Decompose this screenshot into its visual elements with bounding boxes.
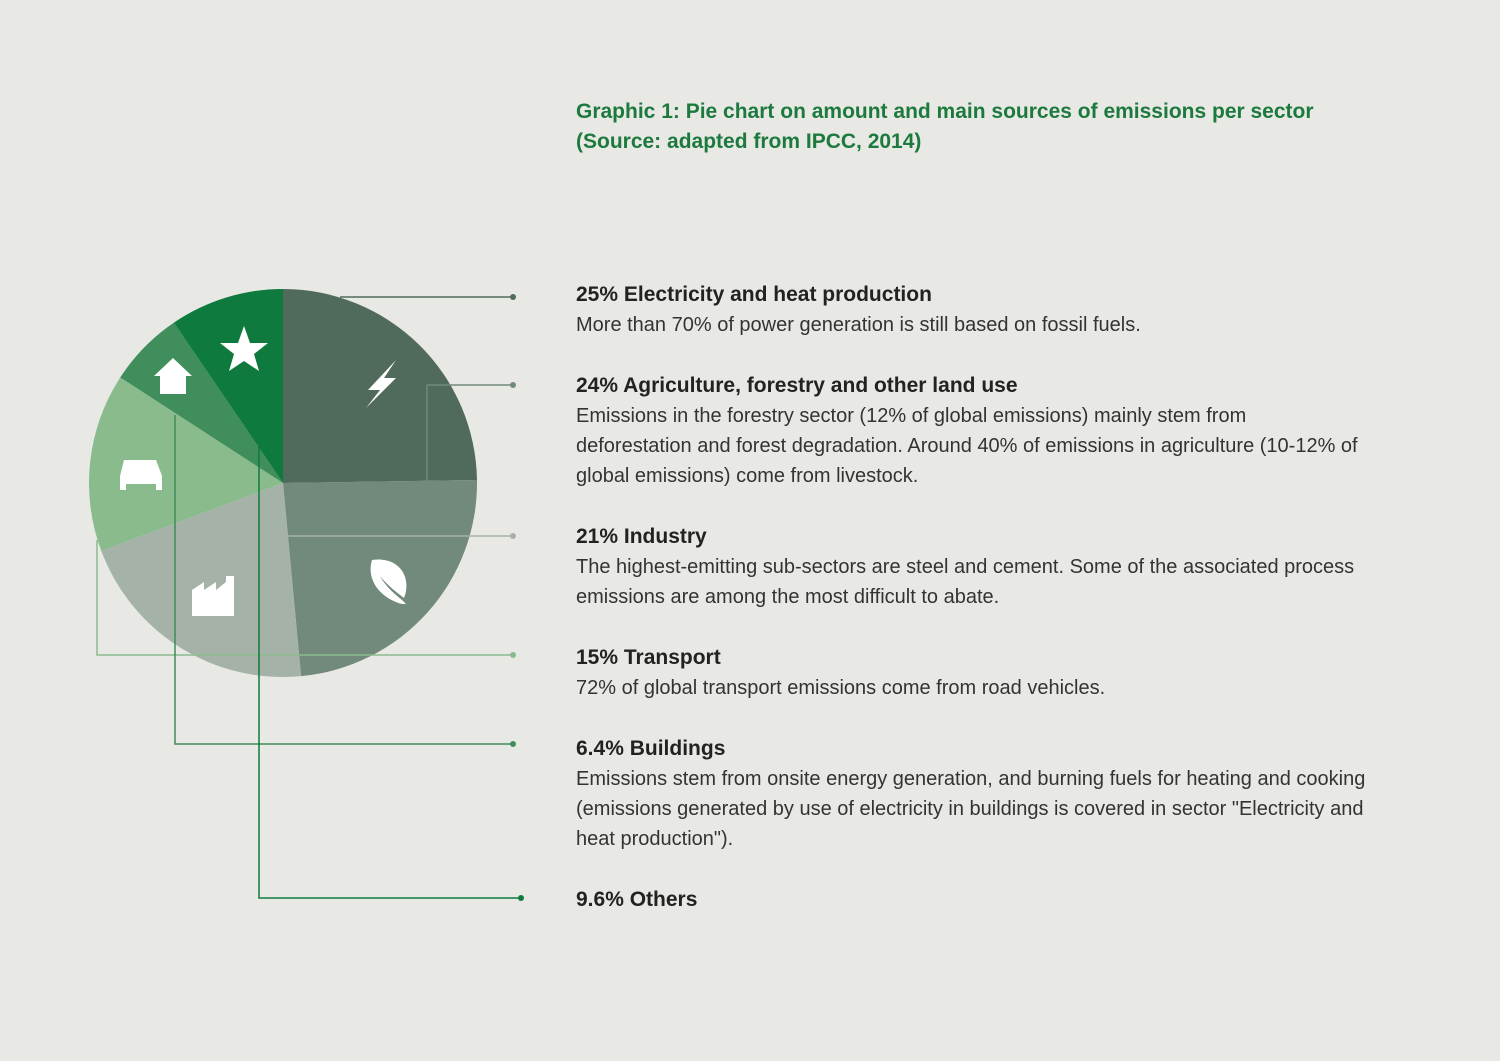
category-label: Transport: [623, 646, 721, 669]
car-icon: [120, 460, 162, 490]
category-label: Electricity and heat production: [623, 283, 932, 306]
legend-item: 24% Agriculture, forestry and other land…: [576, 371, 1366, 491]
chart-subtitle: (Source: adapted from IPCC, 2014): [576, 130, 922, 153]
value-label: 24%: [576, 374, 619, 397]
connector-dot: [510, 652, 516, 658]
connector-dot: [510, 294, 516, 300]
connector: [96, 540, 513, 656]
connectors: [96, 294, 524, 901]
connector: [258, 445, 521, 899]
item-description: 72% of global transport emissions come f…: [576, 677, 1106, 699]
value-label: 25%: [576, 283, 619, 306]
star-icon: [220, 326, 268, 371]
item-description: Emissions stem from onsite energy genera…: [576, 768, 1366, 850]
house-icon: [154, 358, 192, 394]
item-heading: 6.4% Buildings: [576, 734, 1366, 764]
item-heading: 24% Agriculture, forestry and other land…: [576, 371, 1366, 401]
connector: [426, 384, 513, 483]
legend-item: 21% Industry The highest-emitting sub-sec…: [576, 522, 1366, 612]
factory-icon: [192, 576, 234, 616]
connector-dot: [518, 895, 524, 901]
legend-item: 15% Transport 72% of global transport emi…: [576, 643, 1366, 703]
item-description: The highest-emitting sub-sectors are ste…: [576, 556, 1355, 608]
value-label: 6.4%: [576, 737, 624, 760]
item-description: More than 70% of power generation is sti…: [576, 314, 1141, 336]
connector-dot: [510, 382, 516, 388]
pie-slice: [173, 289, 283, 483]
legend-item: 25% Electricity and heat production More …: [576, 280, 1366, 340]
connector-dot: [510, 533, 516, 539]
value-label: 15%: [576, 646, 619, 669]
item-description: Emissions in the forestry sector (12% of…: [576, 405, 1358, 487]
legend-item: 9.6% Others: [576, 885, 1366, 915]
value-label: 9.6%: [576, 888, 624, 911]
pie-slice: [120, 322, 283, 483]
connector: [174, 415, 513, 745]
category-label: Others: [629, 888, 698, 911]
item-heading: 21% Industry: [576, 522, 1366, 552]
category-label: Agriculture, forestry and other land use: [623, 374, 1018, 397]
leaf-icon: [370, 559, 407, 604]
pie-slice: [88, 377, 283, 551]
item-heading: 25% Electricity and heat production: [576, 280, 1366, 310]
item-heading: 15% Transport: [576, 643, 1366, 673]
category-label: Industry: [623, 525, 707, 548]
chart-title: Graphic 1: Pie chart on amount and main …: [576, 100, 1314, 123]
pie: [88, 289, 477, 677]
icons: [120, 326, 407, 616]
connector-dot: [510, 741, 516, 747]
pie-slice: [101, 483, 302, 677]
category-label: Buildings: [629, 737, 726, 760]
lightning-icon: [366, 360, 396, 408]
legend-item: 6.4% Buildings Emissions stem from onsite…: [576, 734, 1366, 854]
item-heading: 9.6% Others: [576, 885, 1366, 915]
value-label: 21%: [576, 525, 619, 548]
